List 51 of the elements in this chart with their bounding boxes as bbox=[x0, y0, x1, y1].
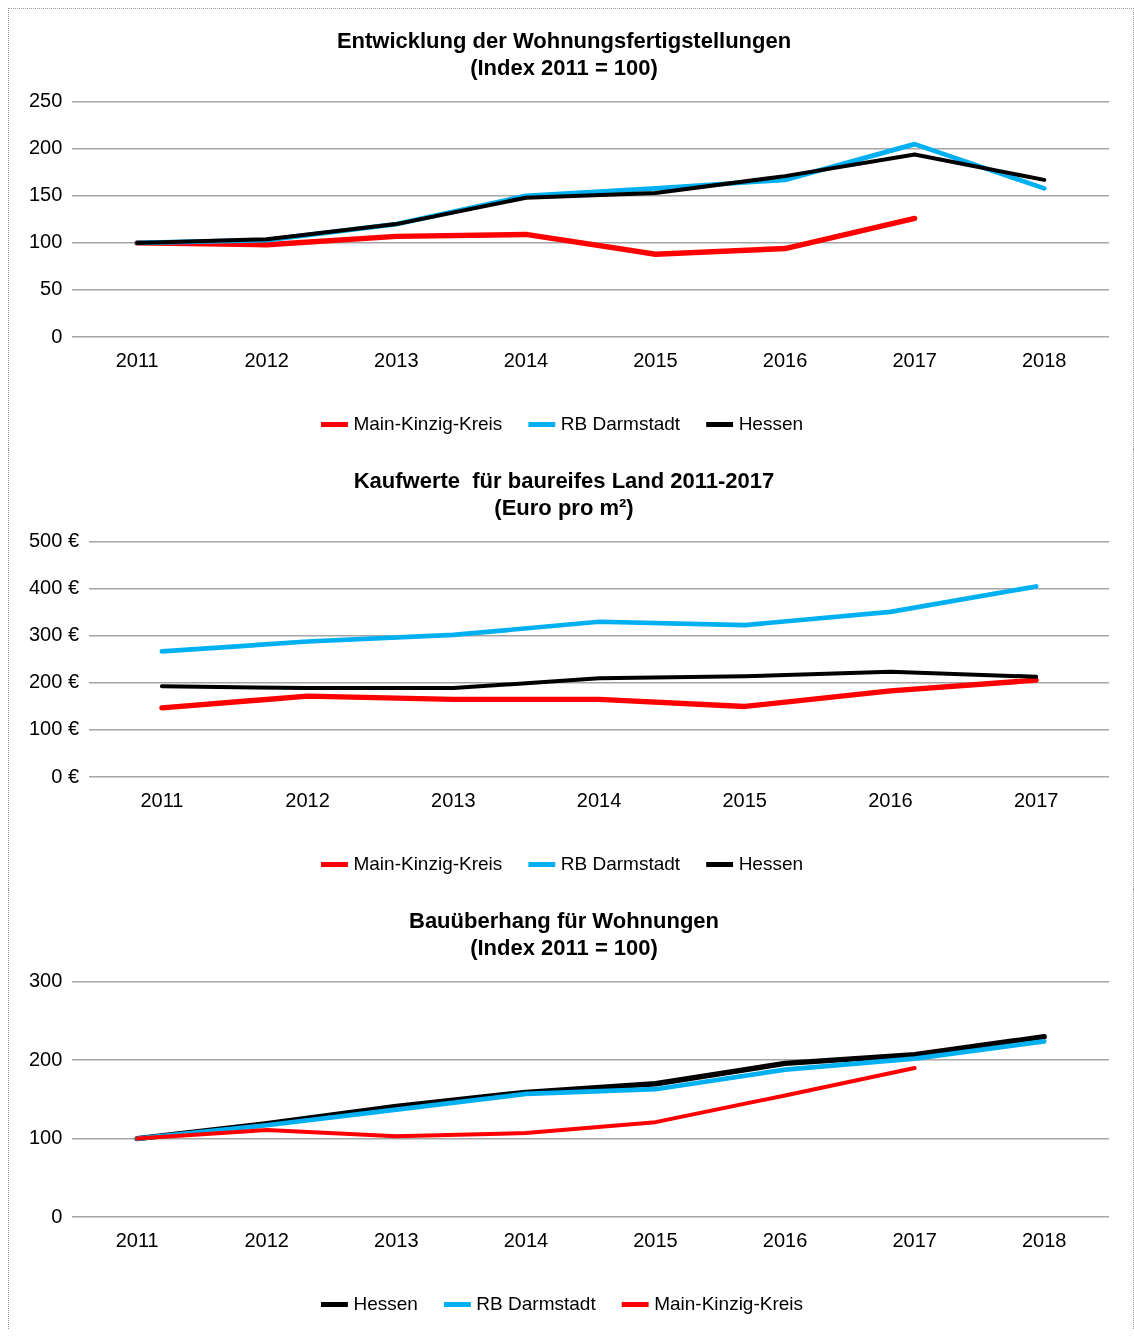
y-tick-label: 500 € bbox=[28, 529, 80, 552]
y-tick-label: 100 bbox=[28, 230, 63, 253]
x-tick-label: 2016 bbox=[762, 348, 808, 371]
x-tick-label: 2011 bbox=[140, 788, 184, 811]
x-tick-label: 2013 bbox=[374, 348, 419, 371]
y-tick-label: 300 € bbox=[28, 623, 80, 646]
y-tick-label: 150 bbox=[28, 183, 63, 206]
y-tick-label: 0 € bbox=[51, 764, 80, 787]
y-tick-label: 0 bbox=[51, 324, 63, 347]
chart-title: Bauüberhang für Wohnungen (Index 2011 = 100) bbox=[408, 908, 720, 960]
x-tick-label: 2013 bbox=[431, 788, 476, 811]
x-tick-label: 2013 bbox=[374, 1228, 419, 1251]
chart-title: Entwicklung der Wohnungsfertigstellungen (Index 2011 = 100) bbox=[336, 28, 792, 80]
y-tick-label: 200 € bbox=[28, 670, 80, 693]
legend-label: Hessen bbox=[353, 1292, 418, 1314]
y-tick-label: 100 bbox=[28, 1126, 63, 1149]
chart-title: Kaufwerte für baureifes Land 2011-2017 (Euro pro m²) bbox=[353, 468, 775, 520]
y-tick-label: 400 € bbox=[28, 576, 80, 599]
x-tick-label: 2012 bbox=[285, 788, 330, 811]
legend-label: Main-Kinzig-Kreis bbox=[353, 412, 503, 434]
y-tick-label: 100 € bbox=[28, 717, 80, 740]
x-tick-label: 2011 bbox=[115, 1228, 159, 1251]
legend-label: Hessen bbox=[738, 412, 804, 434]
x-tick-label: 2016 bbox=[868, 788, 913, 811]
legend-label: Main-Kinzig-Kreis bbox=[654, 1292, 804, 1314]
y-tick-label: 200 bbox=[28, 1047, 63, 1070]
x-tick-label: 2014 bbox=[503, 1228, 549, 1251]
legend-label: Main-Kinzig-Kreis bbox=[353, 852, 503, 874]
y-tick-label: 250 bbox=[28, 89, 63, 112]
y-tick-label: 50 bbox=[40, 277, 63, 300]
y-tick-label: 300 bbox=[28, 969, 63, 992]
legend-label: RB Darmstadt bbox=[560, 852, 681, 874]
x-tick-label: 2017 bbox=[1013, 788, 1059, 811]
x-tick-label: 2017 bbox=[892, 348, 937, 371]
legend-label: RB Darmstadt bbox=[476, 1292, 597, 1314]
x-tick-label: 2011 bbox=[115, 348, 159, 371]
legend-label: RB Darmstadt bbox=[560, 412, 681, 434]
x-tick-label: 2017 bbox=[892, 1228, 937, 1251]
x-tick-label: 2015 bbox=[633, 348, 678, 371]
legend-label: Hessen bbox=[738, 852, 804, 874]
x-tick-label: 2012 bbox=[244, 348, 289, 371]
x-tick-label: 2018 bbox=[1021, 1228, 1067, 1251]
y-tick-label: 0 bbox=[51, 1204, 63, 1227]
x-tick-label: 2014 bbox=[503, 348, 549, 371]
x-tick-label: 2012 bbox=[244, 1228, 289, 1251]
x-tick-label: 2015 bbox=[633, 1228, 678, 1251]
x-tick-label: 2015 bbox=[722, 788, 767, 811]
x-tick-label: 2018 bbox=[1021, 348, 1067, 371]
x-tick-label: 2014 bbox=[576, 788, 622, 811]
y-tick-label: 200 bbox=[28, 136, 63, 159]
x-tick-label: 2016 bbox=[762, 1228, 808, 1251]
